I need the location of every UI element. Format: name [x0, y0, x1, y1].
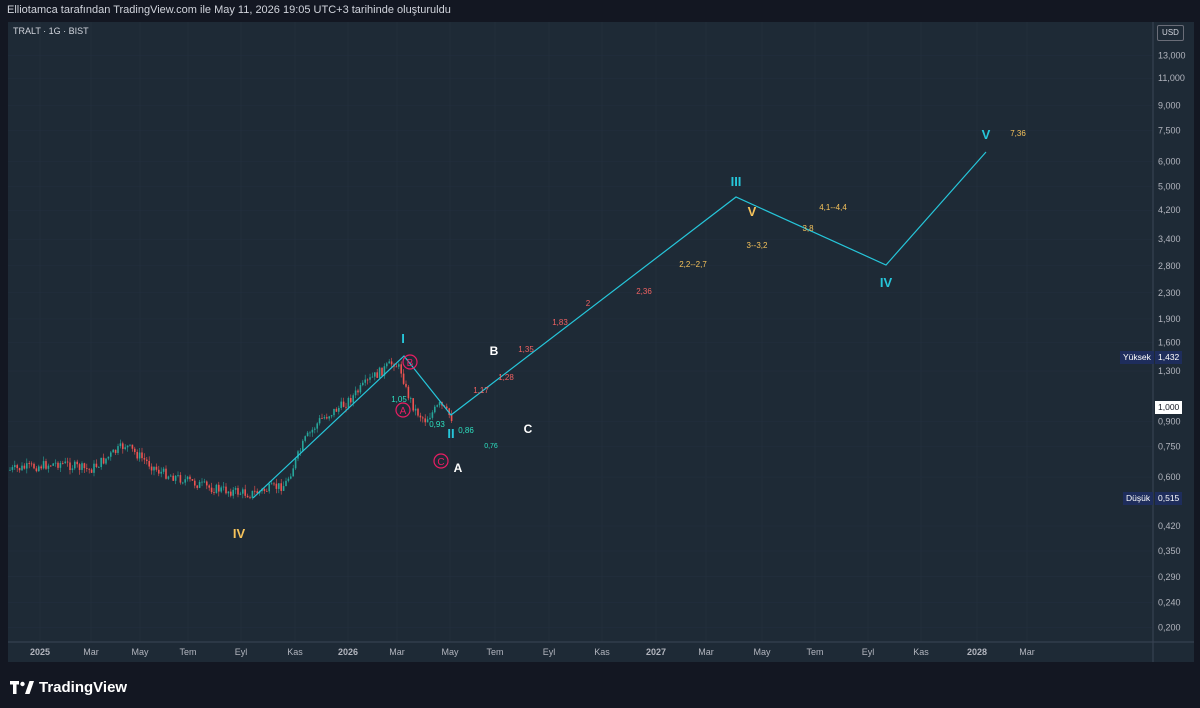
wave-label: C	[524, 422, 533, 436]
low-price-value: 0,515	[1155, 492, 1183, 505]
chart-area[interactable]	[8, 22, 1194, 662]
time-tick-label: 2026	[338, 647, 358, 657]
wave-label: IV	[233, 526, 246, 541]
wave-label: V	[982, 127, 991, 142]
tradingview-logo-text: TradingView	[39, 679, 128, 696]
low-price-label: Düşük	[1123, 492, 1154, 505]
time-axis[interactable]: 2025 Mar May Tem Eyl Kas 2026 Mar May Tem Eyl Kas 20…	[8, 641, 1194, 657]
time-tick-label: May	[131, 647, 149, 657]
wave-label: IV	[880, 275, 893, 290]
target-price-label: 0,86	[458, 426, 474, 435]
time-tick-label: Eyl	[862, 647, 875, 657]
target-price-label: 0,93	[429, 420, 445, 429]
high-price-value: 1,432	[1155, 351, 1183, 364]
target-price-label: 2	[586, 299, 591, 308]
time-tick-label: Tem	[486, 647, 503, 657]
time-tick-label: Mar	[698, 647, 714, 657]
target-price-label: 1,05	[391, 395, 407, 404]
wave-labels: IVIIIIIIIVVVABCBAC1,050,930,860,761,171,…	[233, 127, 1026, 541]
price-chart[interactable]: 13,000 11,000 9,000 7,500 6,000 5,000 4,200 3,4…	[0, 0, 1200, 662]
wave-label: II	[447, 426, 454, 441]
low-label-name: Düşük	[1126, 493, 1151, 503]
target-price-label: 1,28	[498, 373, 514, 382]
time-tick-label: 2027	[646, 647, 666, 657]
tradingview-logo-icon	[10, 681, 34, 694]
high-price-label: Yüksek	[1120, 351, 1154, 364]
price-axis[interactable]: 13,000 11,000 9,000 7,500 6,000 5,000 4,200 3,4…	[1152, 22, 1186, 662]
price-tick-label: 13,000	[1158, 50, 1186, 60]
circled-wave-label: A	[400, 406, 407, 417]
circled-wave-marker	[395, 402, 411, 418]
target-price-label: 1,83	[552, 318, 568, 327]
time-tick-label: Eyl	[543, 647, 556, 657]
price-tick-label: 4,200	[1158, 205, 1181, 215]
wave-label: I	[401, 331, 405, 346]
target-price-label: 4,1--4,4	[819, 203, 847, 212]
tradingview-logo[interactable]: TradingView	[10, 679, 127, 696]
target-price-label: 2,36	[636, 287, 652, 296]
price-tick-label: 1,600	[1158, 338, 1181, 348]
time-tick-label: Kas	[287, 647, 303, 657]
time-tick-label: 2025	[30, 647, 50, 657]
price-tick-label: 0,420	[1158, 521, 1181, 531]
symbol-info[interactable]: TRALT · 1G · BIST	[13, 26, 89, 36]
time-tick-label: Kas	[913, 647, 929, 657]
target-price-label: 7,36	[1010, 129, 1026, 138]
chart-caption: Elliotamca tarafından TradingView.com il…	[7, 4, 451, 16]
price-tick-label: 0,200	[1158, 623, 1181, 633]
wave-label: III	[731, 174, 742, 189]
time-tick-label: Kas	[594, 647, 610, 657]
circled-wave-label: B	[407, 358, 414, 369]
time-tick-label: May	[441, 647, 459, 657]
grid	[8, 22, 1153, 642]
price-tick-label: 11,000	[1158, 73, 1185, 83]
price-tick-label: 0,350	[1158, 546, 1181, 556]
elliott-wave-path[interactable]	[252, 151, 987, 499]
time-tick-label: May	[753, 647, 771, 657]
price-tick-label: 6,000	[1158, 156, 1181, 166]
target-price-label: 1,35	[518, 345, 534, 354]
candlestick-series	[9, 357, 453, 500]
price-tick-label: 2,300	[1158, 288, 1181, 298]
time-tick-label: Tem	[179, 647, 196, 657]
currency-button[interactable]: USD	[1157, 25, 1184, 41]
price-tick-label: 1,300	[1158, 366, 1181, 376]
circled-wave-label: C	[437, 457, 444, 468]
time-tick-label: Tem	[806, 647, 823, 657]
time-tick-label: Mar	[389, 647, 405, 657]
target-price-label: 1,17	[473, 386, 489, 395]
price-tick-label: 3,400	[1158, 234, 1181, 244]
time-tick-label: Eyl	[235, 647, 248, 657]
top-caption-bar: Elliotamca tarafından TradingView.com il…	[0, 0, 1200, 20]
price-tick-label: 0,600	[1158, 472, 1181, 482]
target-price-label: 0,76	[484, 443, 498, 450]
price-tick-label: 0,240	[1158, 598, 1181, 608]
price-tick-label: 0,750	[1158, 441, 1181, 451]
target-price-label: 3,8	[802, 224, 814, 233]
price-tick-label: 1,900	[1158, 314, 1181, 324]
footer-bar	[0, 662, 1200, 708]
target-price-label: 3--3,2	[747, 241, 768, 250]
circled-wave-marker	[433, 453, 449, 469]
price-tick-label: 0,900	[1158, 416, 1181, 426]
wave-label: B	[490, 344, 499, 358]
price-tick-label: 0,290	[1158, 572, 1181, 582]
time-tick-label: 2028	[967, 647, 987, 657]
price-tick-label: 9,000	[1158, 101, 1181, 111]
high-label-name: Yüksek	[1123, 352, 1151, 362]
circled-wave-marker	[402, 354, 418, 370]
time-tick-label: Mar	[1019, 647, 1035, 657]
price-tick-label: 5,000	[1158, 181, 1181, 191]
price-tick-label: 2,800	[1158, 261, 1181, 271]
last-price-value: 1,000	[1155, 401, 1183, 414]
price-tick-label: 7,500	[1158, 126, 1181, 136]
wave-label: V	[748, 204, 757, 219]
time-tick-label: Mar	[83, 647, 99, 657]
target-price-label: 2,2--2,7	[679, 260, 707, 269]
wave-label: A	[454, 461, 463, 475]
